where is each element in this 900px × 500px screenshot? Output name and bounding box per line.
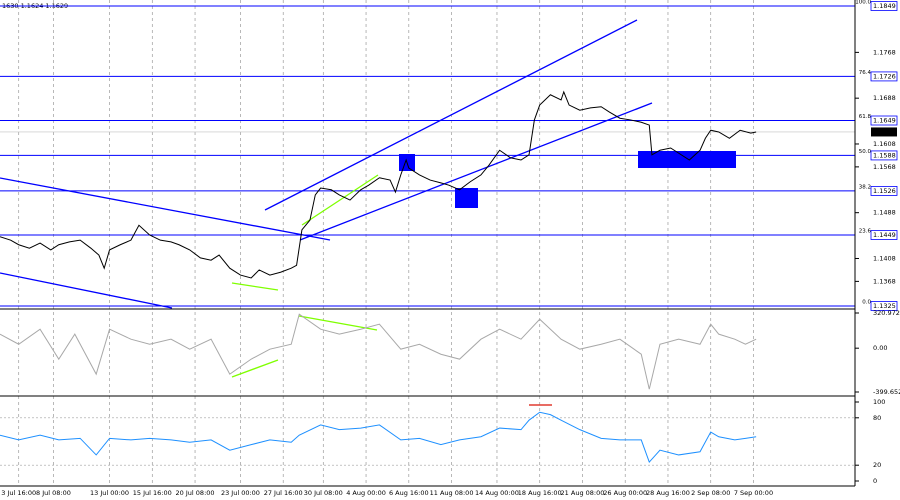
x-tick-label: 2 Sep 08:00 bbox=[691, 489, 730, 497]
x-tick-label: 28 Aug 16:00 bbox=[646, 489, 690, 497]
y-tick-label: 0 bbox=[873, 477, 877, 485]
zone bbox=[455, 188, 478, 208]
price-line bbox=[0, 313, 757, 390]
y-tick-label: 1.1568 bbox=[873, 163, 896, 171]
y-tick-label: 100 bbox=[873, 398, 885, 406]
y-tick-label: -399.652 bbox=[873, 388, 900, 396]
x-tick-label: 26 Aug 00:00 bbox=[603, 489, 647, 497]
zone bbox=[638, 151, 736, 168]
fib-label: 23.6 bbox=[859, 229, 872, 235]
last-price-box bbox=[871, 127, 897, 137]
price-box bbox=[870, 186, 898, 196]
fib-label: 100.0 bbox=[855, 0, 871, 6]
x-tick-label: 18 Aug 16:00 bbox=[518, 489, 562, 497]
y-tick-label: 1.1368 bbox=[873, 277, 896, 285]
x-tick-label: 27 Jul 16:00 bbox=[264, 489, 303, 497]
x-tick-label: 23 Jul 00:00 bbox=[221, 489, 260, 497]
trend-line bbox=[0, 177, 331, 241]
price-line bbox=[0, 411, 757, 463]
x-tick-label: 21 Aug 08:00 bbox=[561, 489, 605, 497]
drawings bbox=[0, 19, 736, 406]
fib-label: 38.2 bbox=[859, 184, 871, 190]
x-tick-label: 11 Aug 08:00 bbox=[430, 489, 474, 497]
price-box-label: 1.1726 bbox=[873, 72, 896, 80]
y-tick-label: 20 bbox=[873, 461, 881, 469]
price-line bbox=[0, 90, 757, 279]
y-tick-label: 1.1688 bbox=[873, 94, 896, 102]
x-tick-label: 20 Jul 08:00 bbox=[176, 489, 215, 497]
last-price-label: 1.1629 bbox=[873, 128, 896, 136]
trend-line bbox=[0, 272, 173, 309]
price-box-label: 1.1649 bbox=[873, 117, 896, 125]
channel-line bbox=[264, 19, 638, 211]
x-tick-label: 7 Sep 00:00 bbox=[734, 489, 773, 497]
x-tick-label: 14 Aug 00:00 bbox=[475, 489, 519, 497]
price-box bbox=[870, 230, 898, 240]
y-tick-label: 320.9724 bbox=[873, 309, 900, 317]
y-tick-label: 1.1488 bbox=[873, 209, 896, 217]
price-box bbox=[870, 1, 898, 11]
x-tick-label: 13 Jul 00:00 bbox=[90, 489, 129, 497]
divergence-line bbox=[301, 174, 379, 226]
x-tick-label: 4 Aug 00:00 bbox=[346, 489, 386, 497]
price-box-label: 1.1588 bbox=[873, 151, 896, 159]
fib-label: 0.0 bbox=[862, 300, 871, 306]
price-box bbox=[870, 150, 898, 161]
x-tick-label: 30 Jul 08:00 bbox=[304, 489, 343, 497]
price-box-label: 1.1325 bbox=[873, 302, 896, 310]
x-tick-label: 15 Jul 16:00 bbox=[133, 489, 172, 497]
price-box bbox=[870, 71, 898, 82]
fib-label: 76.4 bbox=[859, 70, 872, 76]
x-tick-label: 6 Aug 16:00 bbox=[389, 489, 429, 497]
channel-line bbox=[299, 102, 653, 241]
divergence-line bbox=[231, 359, 279, 378]
y-tick-label: 1.1408 bbox=[873, 254, 896, 262]
x-tick-label: 3 Jul 16:00 bbox=[1, 489, 36, 497]
divergence-line bbox=[298, 315, 378, 331]
price-box bbox=[870, 301, 898, 311]
fib-label: 61.8 bbox=[859, 114, 872, 120]
price-box-label: 1.1849 bbox=[873, 2, 896, 10]
price-box-label: 1.1526 bbox=[873, 187, 896, 195]
x-tick-label: 8 Jul 08:00 bbox=[36, 489, 71, 497]
price-box bbox=[870, 115, 898, 126]
y-tick-label: 1.1608 bbox=[873, 140, 896, 148]
divergence-line bbox=[231, 282, 279, 291]
y-tick-label: 80 bbox=[873, 414, 881, 422]
y-tick-label: 0.00 bbox=[873, 344, 887, 352]
y-tick-label: 1.1768 bbox=[873, 48, 896, 56]
price-box-label: 1.1449 bbox=[873, 231, 896, 239]
fib-label: 50.0 bbox=[859, 149, 872, 155]
